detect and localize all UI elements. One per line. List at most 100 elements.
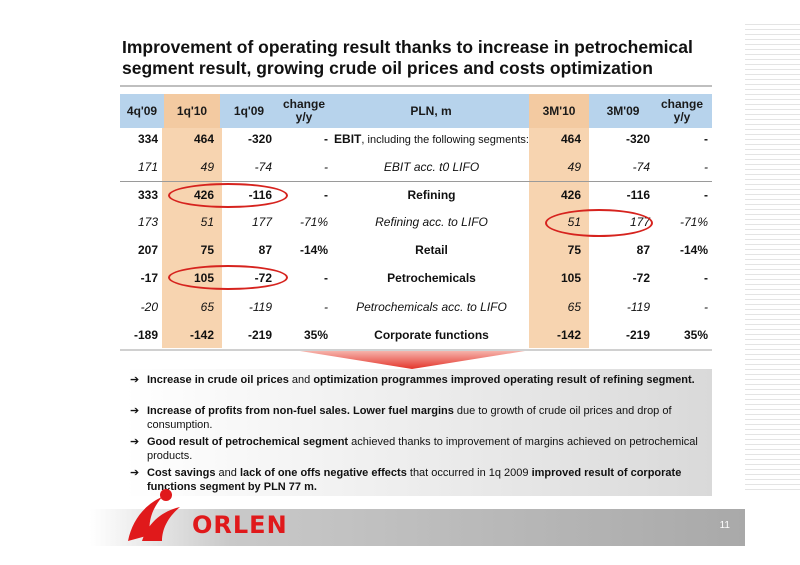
cell-3m09: -219 (625, 328, 650, 342)
cell-change: - (324, 300, 328, 314)
orlen-eagle-logo-icon (128, 489, 180, 541)
cell-3m10: 75 (567, 243, 581, 257)
header-change-yy-3m: change y/y (660, 97, 703, 124)
table-bottom-line (120, 349, 712, 351)
bullet-item: ➔ Increase in crude oil prices and optim… (130, 373, 710, 387)
cell-change: 35% (303, 328, 328, 342)
bullet-text: Cost savings and lack of one offs negati… (147, 466, 710, 494)
bullet-segment: Increase in crude oil prices (147, 374, 289, 386)
bullet-segment: Good result of petrochemical segment (147, 436, 349, 448)
cell-change-3m: - (704, 160, 708, 174)
bullet-item: ➔ Cost savings and lack of one offs nega… (130, 466, 710, 494)
cell-change: - (324, 132, 328, 146)
cell-3m10: 464 (560, 132, 581, 146)
cell-change-3m: - (704, 188, 708, 202)
header-3m10: 3M'10 (529, 94, 589, 128)
row-label: Refining (407, 188, 456, 202)
cell-change-3m: -14% (679, 243, 708, 257)
cell-4q09: 171 (137, 160, 158, 174)
cell-4q09: -20 (140, 300, 158, 314)
cell-3m10: 426 (560, 188, 581, 202)
highlight-col-3m10 (529, 128, 589, 348)
cell-1q09: 177 (251, 215, 272, 229)
cell-3m10: 105 (560, 271, 581, 285)
cell-1q10: -142 (189, 328, 214, 342)
bullet-text: Good result of petrochemical segment ach… (147, 435, 710, 463)
header-1q09: 1q'09 (233, 103, 265, 118)
highlight-ellipse-refining-quarter (168, 183, 288, 208)
title-rule (120, 85, 712, 87)
cell-change: - (324, 188, 328, 202)
cell-1q09: -74 (254, 160, 272, 174)
cell-4q09: 207 (137, 243, 158, 257)
cell-1q09: -119 (248, 300, 272, 314)
cell-1q09: -219 (247, 328, 272, 342)
cell-4q09: -17 (140, 271, 158, 285)
cell-3m09: -320 (625, 132, 650, 146)
arrow-right-icon: ➔ (130, 374, 140, 386)
header-pln-m: PLN, m (410, 103, 452, 118)
highlight-ellipse-refining-lifo-3m (545, 209, 653, 237)
cell-3m10: 49 (567, 160, 581, 174)
header-1q10: 1q'10 (164, 94, 220, 128)
bullet-segment: and (288, 374, 314, 386)
cell-1q09: 87 (258, 243, 272, 257)
arrow-right-icon: ➔ (130, 436, 140, 448)
cell-change: - (324, 160, 328, 174)
bullet-segment: optimization programmes improved operati… (313, 374, 695, 386)
cell-4q09: 334 (137, 132, 158, 146)
header-change-yy: change y/y (282, 97, 325, 124)
bullet-segment: Cost savings (147, 467, 216, 479)
bullet-text: Increase in crude oil prices and optimiz… (147, 373, 710, 387)
cell-change-3m: 35% (683, 328, 708, 342)
row-label: Retail (415, 243, 448, 257)
cell-change-3m: - (704, 132, 708, 146)
cell-3m10: -142 (556, 328, 581, 342)
bullet-segment: and (215, 467, 240, 479)
page-number: 11 (719, 520, 730, 531)
row-label: EBIT, including the following segments: (334, 129, 529, 149)
cell-4q09: 333 (137, 188, 158, 202)
cell-3m09: -72 (632, 271, 650, 285)
bullet-item: ➔ Increase of profits from non-fuel sale… (130, 404, 710, 432)
bullet-segment: that occurred in 1q 2009 (406, 467, 532, 479)
row-label: Petrochemicals acc. to LIFO (356, 300, 507, 314)
cell-change-3m: - (704, 271, 708, 285)
row-label: Refining acc. to LIFO (375, 215, 488, 229)
header-4q09: 4q'09 (126, 103, 158, 118)
footer-bar (0, 509, 745, 546)
decorative-lines (745, 20, 800, 490)
row-label-rest: , including the following segments: (361, 134, 529, 146)
cell-3m09: -74 (632, 160, 650, 174)
cell-1q09: -320 (247, 132, 272, 146)
cell-4q09: -189 (133, 328, 158, 342)
cell-1q10: 65 (200, 300, 214, 314)
arrow-right-icon: ➔ (130, 405, 140, 417)
bullet-segment: Increase of profits from non-fuel sales.… (147, 405, 454, 417)
row-label-bold: EBIT (334, 132, 362, 146)
cell-3m09: -119 (626, 300, 650, 314)
cell-4q09: 173 (137, 215, 158, 229)
bullet-segment: improved result of corporate functions s… (147, 467, 682, 493)
bullet-segment: lack of one offs negative effects (239, 467, 407, 479)
row-label: Corporate functions (374, 328, 489, 342)
cell-1q10: 51 (200, 215, 214, 229)
row-separator (120, 181, 712, 182)
cell-change: - (324, 271, 328, 285)
bullets-panel (125, 369, 712, 496)
cell-3m10: 65 (567, 300, 581, 314)
chevron-down-icon (300, 351, 525, 369)
cell-1q10: 464 (193, 132, 214, 146)
highlight-col-1q10 (162, 128, 222, 348)
cell-1q10: 49 (200, 160, 214, 174)
bullet-item: ➔ Good result of petrochemical segment a… (130, 435, 710, 463)
bullet-text: Increase of profits from non-fuel sales.… (147, 404, 710, 432)
cell-change-3m: - (704, 300, 708, 314)
cell-3m09: -116 (626, 188, 650, 202)
orlen-logo-text: ORLEN (192, 511, 288, 539)
cell-change-3m: -71% (679, 215, 708, 229)
bullet-segment: achieved thanks to improvement of margin… (147, 436, 698, 462)
cell-change: -14% (299, 243, 328, 257)
cell-3m09: 87 (636, 243, 650, 257)
row-label: Petrochemicals (387, 271, 476, 285)
